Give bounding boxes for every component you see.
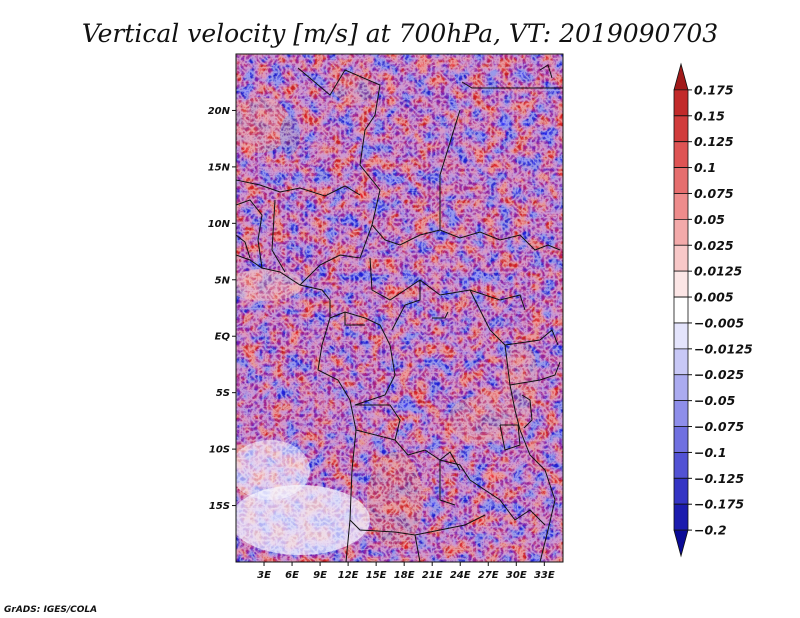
colorbar-segment [673,62,689,91]
colorbar-segment [673,89,689,117]
colorbar-label: 0.0125 [694,264,743,279]
colorbar-label: −0.1 [694,445,727,460]
grads-credit: GrADS: IGES/COLA [4,605,97,615]
colorbar-segment [673,452,689,479]
x-tick-label: 15E [366,570,387,581]
colorbar-segment [673,296,689,324]
x-tick-label: 33E [534,570,555,581]
colorbar-label: −0.025 [694,367,744,382]
colorbar-label: −0.175 [694,497,744,512]
latitude-axis: 20N 15N 10N 5N EQ 5S 10S 15S [208,106,236,512]
x-tick-label: 3E [257,570,271,581]
colorbar-label: −0.05 [694,393,736,408]
colorbar-segment [673,400,689,427]
y-tick-label: 5S [216,388,230,399]
x-tick-label: 12E [338,570,359,581]
colorbar-segment [673,529,689,558]
colorbar-segment [673,270,689,298]
map-frame [235,53,564,563]
x-tick-label: 24E [450,570,471,581]
colorbar-label: −0.075 [694,419,744,434]
x-tick-label: 27E [478,570,499,581]
y-tick-label: 20N [208,106,231,117]
colorbar: 0.175 0.15 0.125 0.1 0.075 0.05 0.025 0.0125 0.0… [673,62,753,558]
colorbar-segment [673,374,689,402]
colorbar-segment [673,503,689,531]
map-title: Vertical velocity [m/s] at 700hPa, VT: 2… [82,19,718,48]
colorbar-label: 0.075 [694,186,734,201]
x-tick-label: 6E [285,570,299,581]
colorbar-label: −0.005 [694,315,744,330]
colorbar-segment [673,141,689,168]
colorbar-label: 0.1 [694,160,716,175]
y-tick-label: 15N [208,162,231,173]
colorbar-label: 0.175 [694,82,734,97]
x-tick-label: 30E [506,570,527,581]
colorbar-label: −0.2 [694,523,727,538]
x-tick-label: 9E [313,570,327,581]
colorbar-segment [673,322,689,350]
y-tick-label: 5N [215,275,231,286]
colorbar-segment [673,193,689,220]
colorbar-label: −0.0125 [694,341,753,356]
colorbar-segment [673,477,689,505]
longitude-axis: 3E 6E 9E 12E 15E 18E 21E 24E 27E 30E 33E [257,562,555,581]
colorbar-segment [673,167,689,194]
x-tick-label: 21E [422,570,443,581]
colorbar-label: −0.125 [694,471,744,486]
velocity-field [236,54,563,562]
y-tick-label: 10S [209,445,230,456]
colorbar-label: 0.005 [694,290,734,305]
colorbar-segment [673,115,689,143]
colorbar-label: 0.05 [694,212,725,227]
colorbar-label: 0.15 [694,108,725,123]
colorbar-label: 0.025 [694,238,734,253]
x-tick-label: 18E [394,570,415,581]
y-tick-label: 10N [208,219,231,230]
colorbar-segment [673,218,689,246]
colorbar-segment [673,348,689,376]
colorbar-segment [673,426,689,453]
y-tick-label: 15S [209,501,230,512]
y-tick-label: EQ [215,332,231,343]
colorbar-label: 0.125 [694,134,734,149]
country-borders [236,64,563,562]
colorbar-segment [673,244,689,272]
